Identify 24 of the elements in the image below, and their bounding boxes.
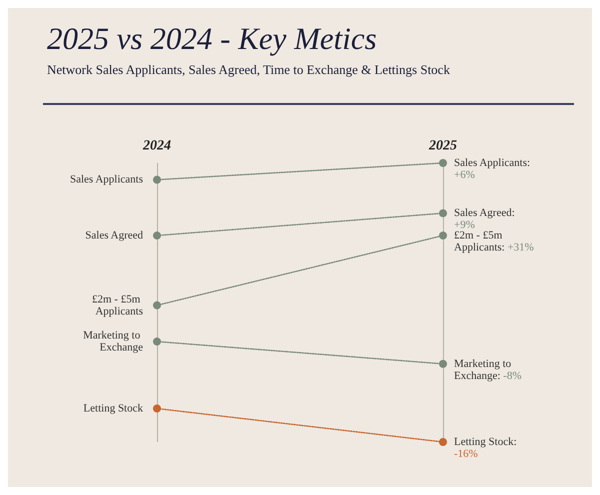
point <box>439 438 447 446</box>
point <box>439 159 447 167</box>
annotation: Marketing to Exchange: -8% <box>454 358 522 382</box>
point <box>153 338 161 346</box>
chart-title: 2025 vs 2024 - Key Metics <box>47 21 377 56</box>
x-tick-label: 2024 <box>142 138 171 154</box>
chart-subtitle: Network Sales Applicants, Sales Agreed, Time to Exchange & Lettings Stock <box>47 62 450 77</box>
series-label: Letting Stock <box>83 402 144 415</box>
point <box>439 209 447 218</box>
series-label: Sales Applicants <box>70 174 143 186</box>
series-label: Marketing to Exchange <box>83 330 144 354</box>
annotation: Sales Agreed: +9% <box>454 207 515 232</box>
annotation: £2m - £5m Applicants: +31% <box>454 230 534 254</box>
annotation: Letting Stock: -16% <box>454 436 517 460</box>
point <box>439 232 447 240</box>
point <box>153 301 161 310</box>
point <box>153 232 161 240</box>
point <box>153 404 161 413</box>
series-label: £2m - £5m Applicants <box>92 293 143 318</box>
annotation: Sales Applicants: +6% <box>454 157 530 181</box>
point <box>439 360 447 368</box>
x-tick-label: 2025 <box>428 138 457 154</box>
point <box>153 176 161 184</box>
series-label: Sales Agreed <box>85 230 144 242</box>
